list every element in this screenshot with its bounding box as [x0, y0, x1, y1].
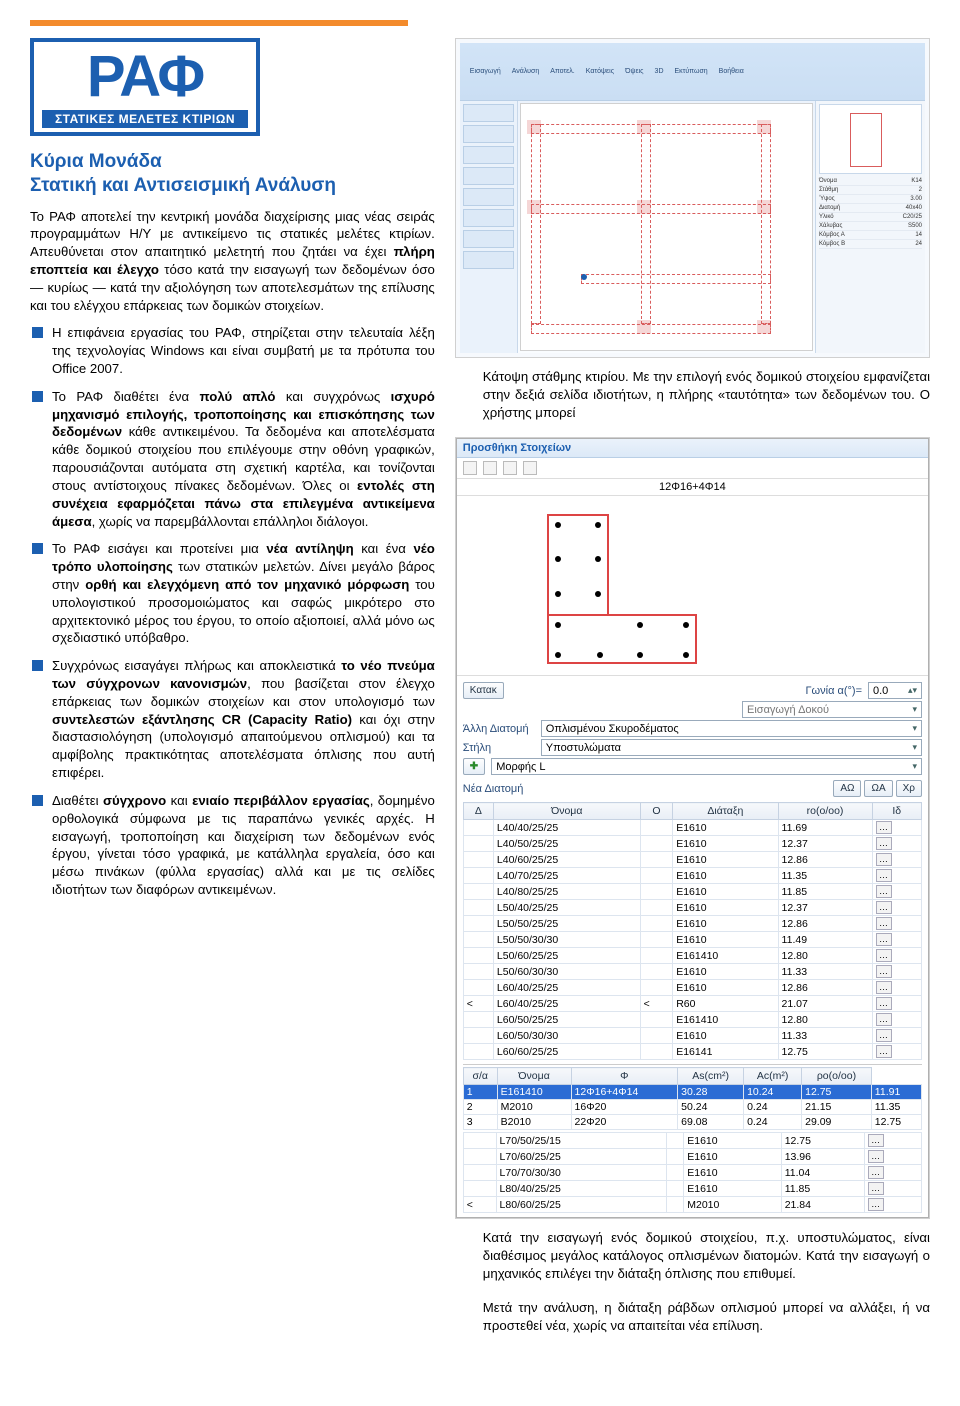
bullet-item: Συγχρόνως εισαγάγει πλήρως και αποκλειστ…: [30, 657, 435, 782]
beam-insert-field[interactable]: Εισαγωγή Δοκού▾: [742, 701, 922, 718]
sections-table-tail[interactable]: L70/50/25/15E161012.75…L70/60/25/25E1610…: [463, 1132, 922, 1213]
filter-buttons[interactable]: ΑΩΩΑΧρ: [833, 780, 922, 797]
figure-section-dialog: Προσθήκη Στοιχείων 12Φ16+4Φ14: [455, 437, 930, 1219]
table-row[interactable]: <L80/60/25/25M201021.84…: [463, 1197, 921, 1213]
category-select[interactable]: Υποστυλώματα▾: [541, 739, 922, 756]
table-row[interactable]: L70/50/25/15E161012.75…: [463, 1133, 921, 1149]
angle-input[interactable]: 0.0▴▾: [868, 682, 922, 699]
bullet-item: Η επιφάνεια εργασίας του ΡΑΦ, στηρίζεται…: [30, 324, 435, 377]
bullet-item: Το ΡΑΦ διαθέτει ένα πολύ απλό και συγχρό…: [30, 388, 435, 531]
cross-section-preview: [819, 104, 922, 174]
section-drawing[interactable]: [457, 496, 928, 676]
table-row[interactable]: L50/50/25/25E161012.86…: [463, 916, 921, 932]
ribbon-tab[interactable]: Όψεις: [621, 66, 647, 77]
accent-bar: [30, 20, 408, 26]
table-row[interactable]: L70/60/25/25E161013.96…: [463, 1149, 921, 1165]
plan-canvas[interactable]: [520, 103, 813, 351]
filter-button[interactable]: ΑΩ: [833, 780, 861, 797]
left-toolbar[interactable]: [460, 101, 518, 353]
table-row[interactable]: L40/50/25/25E161012.37…: [463, 836, 921, 852]
title-line-1: Κύρια Μονάδα: [30, 151, 162, 172]
filter-button[interactable]: Χρ: [896, 780, 922, 797]
property-row: ΧάλυβαςS500: [819, 222, 922, 231]
ribbon[interactable]: ΕισαγωγήΑνάλυσηΑποτελ.ΚατόψειςΌψεις 3DΕκτ…: [460, 43, 925, 101]
ribbon-tab[interactable]: Κατόψεις: [582, 66, 618, 77]
properties-rows: ΌνομαΚ14Στάθμη2Ύψος3.00Διατομή40x40Υλικό…: [819, 177, 922, 249]
ribbon-tab[interactable]: Ανάλυση: [508, 66, 543, 77]
bullet-item: Το ΡΑΦ εισάγει και προτείνει μια νέα αντ…: [30, 540, 435, 647]
rebar-label: 12Φ16+4Φ14: [457, 479, 928, 496]
category-label: Στήλη: [463, 742, 535, 754]
property-row: ΥλικόC20/25: [819, 213, 922, 222]
ribbon-tab[interactable]: Εκτύπωση: [671, 66, 712, 77]
table-row[interactable]: 3B201022Φ2069.080.2429.0912.75: [463, 1115, 921, 1130]
bullet-item: Διαθέτει σύγχρονο και ενιαίο περιβάλλον …: [30, 792, 435, 899]
app-window-plan: ΕισαγωγήΑνάλυσηΑποτελ.ΚατόψειςΌψεις 3DΕκτ…: [460, 43, 925, 353]
logo-subtitle: ΣΤΑΤΙΚΕΣ ΜΕΛΕΤΕΣ ΚΤΙΡΙΩΝ: [42, 110, 248, 128]
property-row: Ύψος3.00: [819, 195, 922, 204]
table-row[interactable]: L40/70/25/25E161011.35…: [463, 868, 921, 884]
dialog-title: Προσθήκη Στοιχείων: [457, 439, 928, 458]
bullet-list: Η επιφάνεια εργασίας του ΡΑΦ, στηρίζεται…: [30, 324, 435, 898]
caption-1: Κάτοψη στάθμης κτιρίου. Με την επιλογή ε…: [455, 368, 930, 421]
table-row[interactable]: 2M201016Φ2050.240.2421.1511.35: [463, 1100, 921, 1115]
section-title: Κύρια Μονάδα Στατική και Αντισεισμική Αν…: [30, 150, 435, 198]
caption-2a: Κατά την εισαγωγή ενός δομικού στοιχείου…: [455, 1229, 930, 1282]
table-row[interactable]: L60/50/25/25E16141012.80…: [463, 1012, 921, 1028]
filter-button[interactable]: ΩΑ: [864, 780, 892, 797]
zoom-out-icon[interactable]: [523, 461, 537, 475]
add-icon[interactable]: ✚: [463, 758, 485, 775]
title-line-2: Στατική και Αντισεισμική Ανάλυση: [30, 175, 336, 196]
figure-plan-view: ΕισαγωγήΑνάλυσηΑποτελ.ΚατόψειςΌψεις 3DΕκτ…: [455, 38, 930, 358]
cancel-button[interactable]: Κατακ: [463, 682, 504, 699]
table-row[interactable]: L60/40/25/25E161012.86…: [463, 980, 921, 996]
copy-icon[interactable]: [463, 461, 477, 475]
properties-panel[interactable]: ΌνομαΚ14Στάθμη2Ύψος3.00Διατομή40x40Υλικό…: [815, 101, 925, 353]
shape-select[interactable]: Μορφής L▾: [491, 758, 922, 775]
alt-section-label: Άλλη Διατομή: [463, 723, 535, 735]
table-row[interactable]: L50/50/30/30E161011.49…: [463, 932, 921, 948]
ribbon-tab[interactable]: Βοήθεια: [715, 66, 748, 77]
ribbon-tab[interactable]: 3D: [651, 66, 668, 77]
table-row[interactable]: 1E16141012Φ16+4Φ1430.2810.2412.7511.91: [463, 1085, 921, 1100]
ribbon-tab[interactable]: Αποτελ.: [546, 66, 579, 77]
new-section-label: Νέα Διατομή: [463, 783, 535, 795]
table-row[interactable]: L60/60/25/25E1614112.75…: [463, 1044, 921, 1060]
zoom-extents-icon[interactable]: [483, 461, 497, 475]
property-row: Κόμβος Β24: [819, 240, 922, 249]
table-row[interactable]: L70/70/30/30E161011.04…: [463, 1165, 921, 1181]
logo-main: ΡΑΦ: [42, 48, 248, 106]
intro-paragraph: Το ΡΑΦ αποτελεί την κεντρική μονάδα διαχ…: [30, 208, 435, 315]
table-row[interactable]: L50/40/25/25E161012.37…: [463, 900, 921, 916]
zoom-in-icon[interactable]: [503, 461, 517, 475]
table-row[interactable]: L50/60/25/25E16141012.80…: [463, 948, 921, 964]
table-row[interactable]: L40/40/25/25E161011.69…: [463, 820, 921, 836]
right-column: ΕισαγωγήΑνάλυσηΑποτελ.ΚατόψειςΌψεις 3DΕκτ…: [455, 38, 930, 1351]
left-column: ΡΑΦ ΣΤΑΤΙΚΕΣ ΜΕΛΕΤΕΣ ΚΤΙΡΙΩΝ Κύρια Μονάδ…: [30, 38, 435, 1351]
rebar-subtable[interactable]: σ/αΌνομαΦAs(cm²)Ac(m²)ρο(o/oo) 1E1614101…: [463, 1067, 922, 1130]
table-row[interactable]: L40/60/25/25E161012.86…: [463, 852, 921, 868]
material-select[interactable]: Οπλισμένου Σκυροδέματος▾: [541, 720, 922, 737]
angle-label: Γωνία α(°)=: [510, 685, 862, 697]
property-row: ΌνομαΚ14: [819, 177, 922, 186]
dialog-form: Κατακ Γωνία α(°)= 0.0▴▾ Εισαγωγή Δοκού▾ …: [457, 676, 928, 1217]
table-row[interactable]: <L60/40/25/25<R6021.07…: [463, 996, 921, 1012]
property-row: Κόμβος Α14: [819, 231, 922, 240]
sections-table[interactable]: ΔΌνομαΟΔιάταξηro(o/oo)Ιδ L40/40/25/25E16…: [463, 802, 922, 1060]
dialog-toolbar[interactable]: [457, 458, 928, 479]
logo: ΡΑΦ ΣΤΑΤΙΚΕΣ ΜΕΛΕΤΕΣ ΚΤΙΡΙΩΝ: [30, 38, 260, 136]
caption-2b: Μετά την ανάλυση, η διάταξη ράβδων οπλισ…: [455, 1299, 930, 1335]
table-row[interactable]: L40/80/25/25E161011.85…: [463, 884, 921, 900]
dialog-add-elements: Προσθήκη Στοιχείων 12Φ16+4Φ14: [456, 438, 929, 1218]
table-row[interactable]: L60/50/30/30E161011.33…: [463, 1028, 921, 1044]
ribbon-tab[interactable]: Εισαγωγή: [466, 66, 505, 77]
property-row: Διατομή40x40: [819, 204, 922, 213]
table-row[interactable]: L50/60/30/30E161011.33…: [463, 964, 921, 980]
property-row: Στάθμη2: [819, 186, 922, 195]
table-row[interactable]: L80/40/25/25E161011.85…: [463, 1181, 921, 1197]
